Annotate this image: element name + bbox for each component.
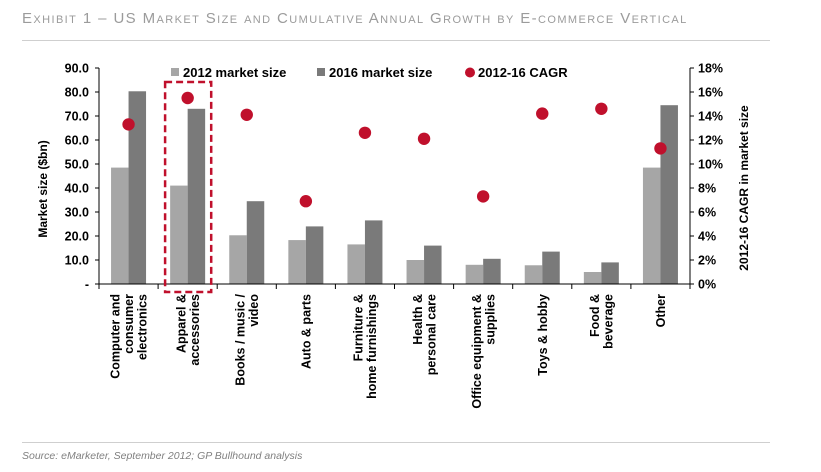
legend-label: 2012-16 CAGR: [478, 65, 568, 80]
legend-swatch: [465, 67, 475, 78]
bar-2016: [364, 220, 383, 284]
cagr-marker: [122, 118, 135, 131]
exhibit-title: Exhibit 1 – US Market Size and Cumulativ…: [22, 10, 688, 27]
left-tick-label: 40.0: [65, 182, 89, 196]
right-tick-label: 16%: [698, 86, 723, 100]
bar-2016: [542, 251, 560, 284]
category-label: Office equipment &: [470, 294, 484, 409]
bar-2012: [583, 272, 602, 284]
bar-2012: [642, 167, 661, 284]
left-tick-label: 20.0: [65, 230, 89, 244]
bar-2012: [229, 235, 247, 284]
left-tick-label: 10.0: [65, 254, 89, 268]
bar-2012: [406, 260, 425, 284]
right-tick-label: 8%: [698, 182, 716, 196]
right-tick-label: 10%: [698, 158, 723, 172]
bar-2016: [601, 262, 619, 284]
bar-2016: [660, 105, 678, 284]
left-tick-label: 80.0: [65, 86, 89, 100]
bar-2012: [288, 240, 306, 284]
left-tick-label: 70.0: [65, 110, 89, 124]
bar-2012: [524, 265, 543, 284]
right-tick-label: 2%: [698, 254, 716, 268]
category-label: home furnishings: [365, 294, 379, 399]
category-label: Books / music /: [234, 293, 248, 385]
bars: [111, 91, 678, 284]
cagr-marker: [595, 102, 608, 115]
left-tick-label: 90.0: [65, 62, 89, 76]
left-tick-label: 60.0: [65, 134, 89, 148]
category-label: Computer and: [109, 294, 123, 379]
category-label: video: [247, 294, 261, 327]
bar-2016: [128, 91, 147, 284]
right-tick-label: 14%: [698, 110, 723, 124]
category-label: electronics: [136, 294, 150, 360]
right-tick-label: 0%: [698, 278, 716, 292]
bar-2016: [305, 226, 324, 284]
legend-swatch: [317, 68, 325, 76]
highlight-box: [163, 80, 213, 294]
category-label: Health &: [411, 294, 425, 345]
bar-2012: [170, 185, 188, 284]
bar-2016: [187, 108, 206, 284]
category-label: accessories: [188, 294, 202, 366]
category-labels: Computer and consumer electronics Apparel &…: [109, 293, 668, 408]
right-tick-label: 4%: [698, 230, 716, 244]
bar-2012: [465, 264, 484, 284]
cagr-marker: [240, 108, 253, 122]
left-axis-ticks: - 10.0 20.0 30.0 40.0 50.0 60.0 70.0 80.0 90.0: [65, 62, 89, 292]
legend-swatch: [171, 68, 179, 76]
bar-2016: [246, 201, 265, 284]
category-label: Furniture &: [352, 294, 366, 361]
cagr-marker: [654, 142, 667, 155]
category-label: Auto & parts: [299, 294, 313, 369]
cagr-marker: [417, 132, 431, 145]
right-axis-title: 2012-16 CAGR in market size: [737, 105, 751, 271]
legend-label: 2016 market size: [329, 65, 432, 80]
right-axis-ticks: 0% 2% 4% 6% 8% 10% 12% 14% 16% 18%: [698, 62, 723, 292]
legend-label: 2012 market size: [183, 65, 286, 80]
bar-2012: [111, 167, 129, 284]
bar-2016: [424, 245, 442, 284]
category-label: supplies: [483, 294, 497, 345]
cagr-marker: [536, 107, 549, 120]
right-tick-label: 18%: [698, 62, 723, 76]
category-label: personal care: [424, 294, 438, 375]
bar-2012: [347, 244, 365, 284]
title-divider: [22, 40, 770, 41]
cagr-marker: [358, 126, 372, 139]
legend: 2012 market size 2016 market size 2012-16 …: [171, 65, 568, 80]
left-tick-label: 30.0: [65, 206, 89, 220]
category-label: consumer: [122, 294, 136, 354]
source-note: Source: eMarketer, September 2012; GP Bu…: [22, 450, 303, 462]
cagr-marker: [299, 195, 313, 208]
category-label: Food &: [588, 294, 602, 337]
cagr-marker: [181, 91, 194, 105]
right-tick-label: 12%: [698, 134, 723, 148]
left-tick-label: 50.0: [65, 158, 89, 172]
category-label: Apparel &: [174, 294, 188, 353]
market-size-chart: - 10.0 20.0 30.0 40.0 50.0 60.0 70.0 80.0 90.0 0%…: [36, 62, 751, 409]
cagr-marker: [476, 190, 490, 203]
cagr-markers: [122, 91, 667, 208]
category-label: beverage: [602, 294, 616, 349]
left-tick-label: -: [85, 278, 89, 292]
axes: [95, 67, 694, 294]
bar-2016: [483, 258, 501, 284]
right-tick-label: 6%: [698, 206, 716, 220]
category-label: Toys & hobby: [536, 294, 550, 376]
footer-divider: [22, 442, 770, 443]
category-label: Other: [654, 294, 668, 327]
left-axis-title: Market size ($bn): [36, 140, 50, 237]
